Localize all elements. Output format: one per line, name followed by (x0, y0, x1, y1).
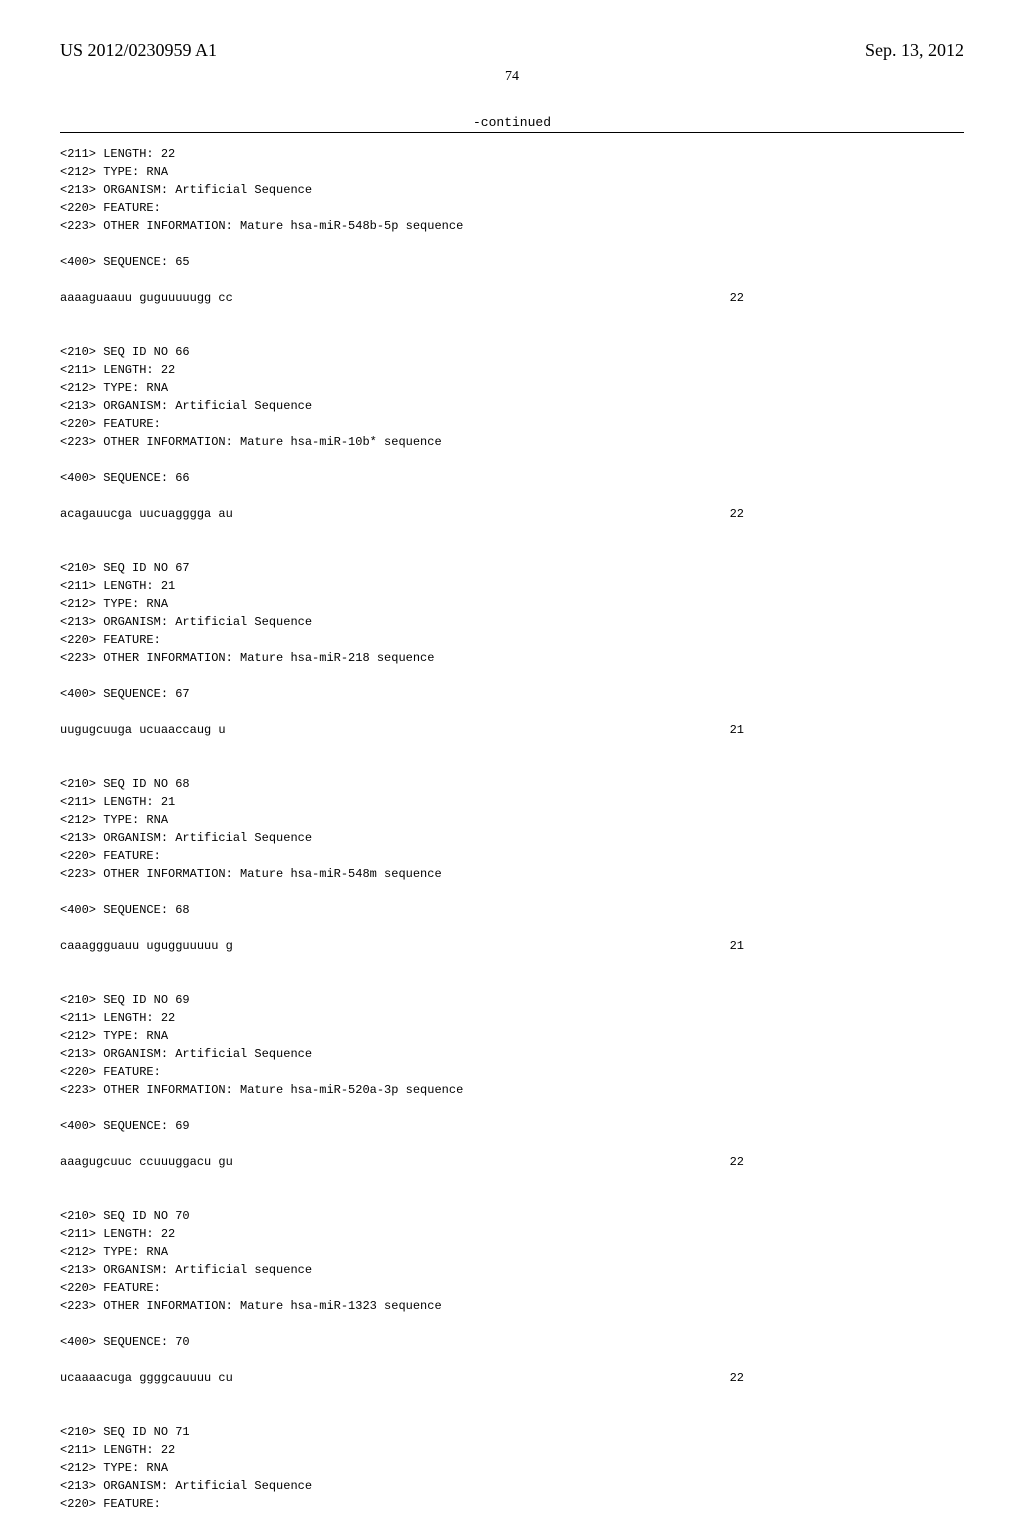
sequence-row: uugugcuuga ucuaaccaug u 21 (60, 721, 964, 739)
sequence-length: 21 (730, 937, 964, 955)
meta-line: <223> OTHER INFORMATION: Mature hsa-miR-… (60, 1297, 964, 1315)
sequence-length: 22 (730, 505, 964, 523)
meta-line: <223> OTHER INFORMATION: Mature hsa-miR-… (60, 865, 964, 883)
meta-line: <211> LENGTH: 22 (60, 1225, 964, 1243)
meta-line: <212> TYPE: RNA (60, 1459, 964, 1477)
blank-line (60, 541, 964, 559)
meta-line: <212> TYPE: RNA (60, 1027, 964, 1045)
sequence-label: <400> SEQUENCE: 69 (60, 1117, 964, 1135)
sequence-text: aaagugcuuc ccuuuggacu gu (60, 1153, 233, 1171)
meta-line: <223> OTHER INFORMATION: Mature hsa-miR-… (60, 649, 964, 667)
meta-line: <210> SEQ ID NO 68 (60, 775, 964, 793)
blank-line (60, 1135, 964, 1153)
meta-line: <213> ORGANISM: Artificial sequence (60, 1261, 964, 1279)
blank-line (60, 1315, 964, 1333)
blank-line (60, 883, 964, 901)
page-number: 74 (60, 69, 964, 85)
blank-line (60, 667, 964, 685)
blank-line (60, 1387, 964, 1405)
continued-label: -continued (60, 115, 964, 130)
meta-line: <211> LENGTH: 22 (60, 1441, 964, 1459)
meta-line: <223> OTHER INFORMATION: Mature hsa-miR-… (60, 433, 964, 451)
publication-date: Sep. 13, 2012 (865, 40, 964, 61)
meta-line: <212> TYPE: RNA (60, 595, 964, 613)
meta-line: <210> SEQ ID NO 71 (60, 1423, 964, 1441)
sequence-label: <400> SEQUENCE: 70 (60, 1333, 964, 1351)
meta-line: <212> TYPE: RNA (60, 811, 964, 829)
sequence-text: ucaaaacuga ggggcauuuu cu (60, 1369, 233, 1387)
blank-line (60, 1171, 964, 1189)
meta-line: <220> FEATURE: (60, 415, 964, 433)
meta-line: <213> ORGANISM: Artificial Sequence (60, 613, 964, 631)
sequence-text: caaaggguauu ugugguuuuu g (60, 937, 233, 955)
meta-line: <210> SEQ ID NO 66 (60, 343, 964, 361)
document-header: US 2012/0230959 A1 Sep. 13, 2012 (60, 40, 964, 61)
blank-line (60, 757, 964, 775)
blank-line (60, 703, 964, 721)
meta-line: <213> ORGANISM: Artificial Sequence (60, 181, 964, 199)
sequence-length: 22 (730, 1153, 964, 1171)
meta-line: <211> LENGTH: 22 (60, 1009, 964, 1027)
sequence-listing: <211> LENGTH: 22<212> TYPE: RNA<213> ORG… (60, 145, 964, 1513)
sequence-row: ucaaaacuga ggggcauuuu cu 22 (60, 1369, 964, 1387)
sequence-row: caaaggguauu ugugguuuuu g 21 (60, 937, 964, 955)
meta-line: <220> FEATURE: (60, 1495, 964, 1513)
meta-line: <211> LENGTH: 22 (60, 361, 964, 379)
sequence-length: 22 (730, 1369, 964, 1387)
sequence-row: acagauucga uucuagggga au 22 (60, 505, 964, 523)
blank-line (60, 1099, 964, 1117)
divider-line (60, 132, 964, 133)
blank-line (60, 955, 964, 973)
meta-line: <211> LENGTH: 22 (60, 145, 964, 163)
meta-line: <211> LENGTH: 21 (60, 793, 964, 811)
meta-line: <220> FEATURE: (60, 1279, 964, 1297)
blank-line (60, 973, 964, 991)
meta-line: <213> ORGANISM: Artificial Sequence (60, 1477, 964, 1495)
meta-line: <212> TYPE: RNA (60, 379, 964, 397)
blank-line (60, 523, 964, 541)
sequence-row: aaagugcuuc ccuuuggacu gu 22 (60, 1153, 964, 1171)
blank-line (60, 451, 964, 469)
meta-line: <213> ORGANISM: Artificial Sequence (60, 397, 964, 415)
blank-line (60, 307, 964, 325)
sequence-row: aaaaguaauu guguuuuugg cc 22 (60, 289, 964, 307)
sequence-length: 22 (730, 289, 964, 307)
meta-line: <220> FEATURE: (60, 1063, 964, 1081)
meta-line: <212> TYPE: RNA (60, 1243, 964, 1261)
blank-line (60, 487, 964, 505)
meta-line: <210> SEQ ID NO 70 (60, 1207, 964, 1225)
meta-line: <220> FEATURE: (60, 199, 964, 217)
sequence-label: <400> SEQUENCE: 68 (60, 901, 964, 919)
meta-line: <223> OTHER INFORMATION: Mature hsa-miR-… (60, 1081, 964, 1099)
meta-line: <210> SEQ ID NO 69 (60, 991, 964, 1009)
sequence-label: <400> SEQUENCE: 65 (60, 253, 964, 271)
meta-line: <220> FEATURE: (60, 631, 964, 649)
meta-line: <213> ORGANISM: Artificial Sequence (60, 1045, 964, 1063)
blank-line (60, 1189, 964, 1207)
publication-number: US 2012/0230959 A1 (60, 40, 217, 61)
blank-line (60, 1351, 964, 1369)
blank-line (60, 271, 964, 289)
blank-line (60, 919, 964, 937)
blank-line (60, 325, 964, 343)
blank-line (60, 1405, 964, 1423)
sequence-label: <400> SEQUENCE: 67 (60, 685, 964, 703)
sequence-text: uugugcuuga ucuaaccaug u (60, 721, 226, 739)
sequence-text: aaaaguaauu guguuuuugg cc (60, 289, 233, 307)
meta-line: <212> TYPE: RNA (60, 163, 964, 181)
meta-line: <211> LENGTH: 21 (60, 577, 964, 595)
sequence-length: 21 (730, 721, 964, 739)
blank-line (60, 739, 964, 757)
meta-line: <210> SEQ ID NO 67 (60, 559, 964, 577)
meta-line: <223> OTHER INFORMATION: Mature hsa-miR-… (60, 217, 964, 235)
meta-line: <220> FEATURE: (60, 847, 964, 865)
sequence-label: <400> SEQUENCE: 66 (60, 469, 964, 487)
blank-line (60, 235, 964, 253)
sequence-text: acagauucga uucuagggga au (60, 505, 233, 523)
meta-line: <213> ORGANISM: Artificial Sequence (60, 829, 964, 847)
